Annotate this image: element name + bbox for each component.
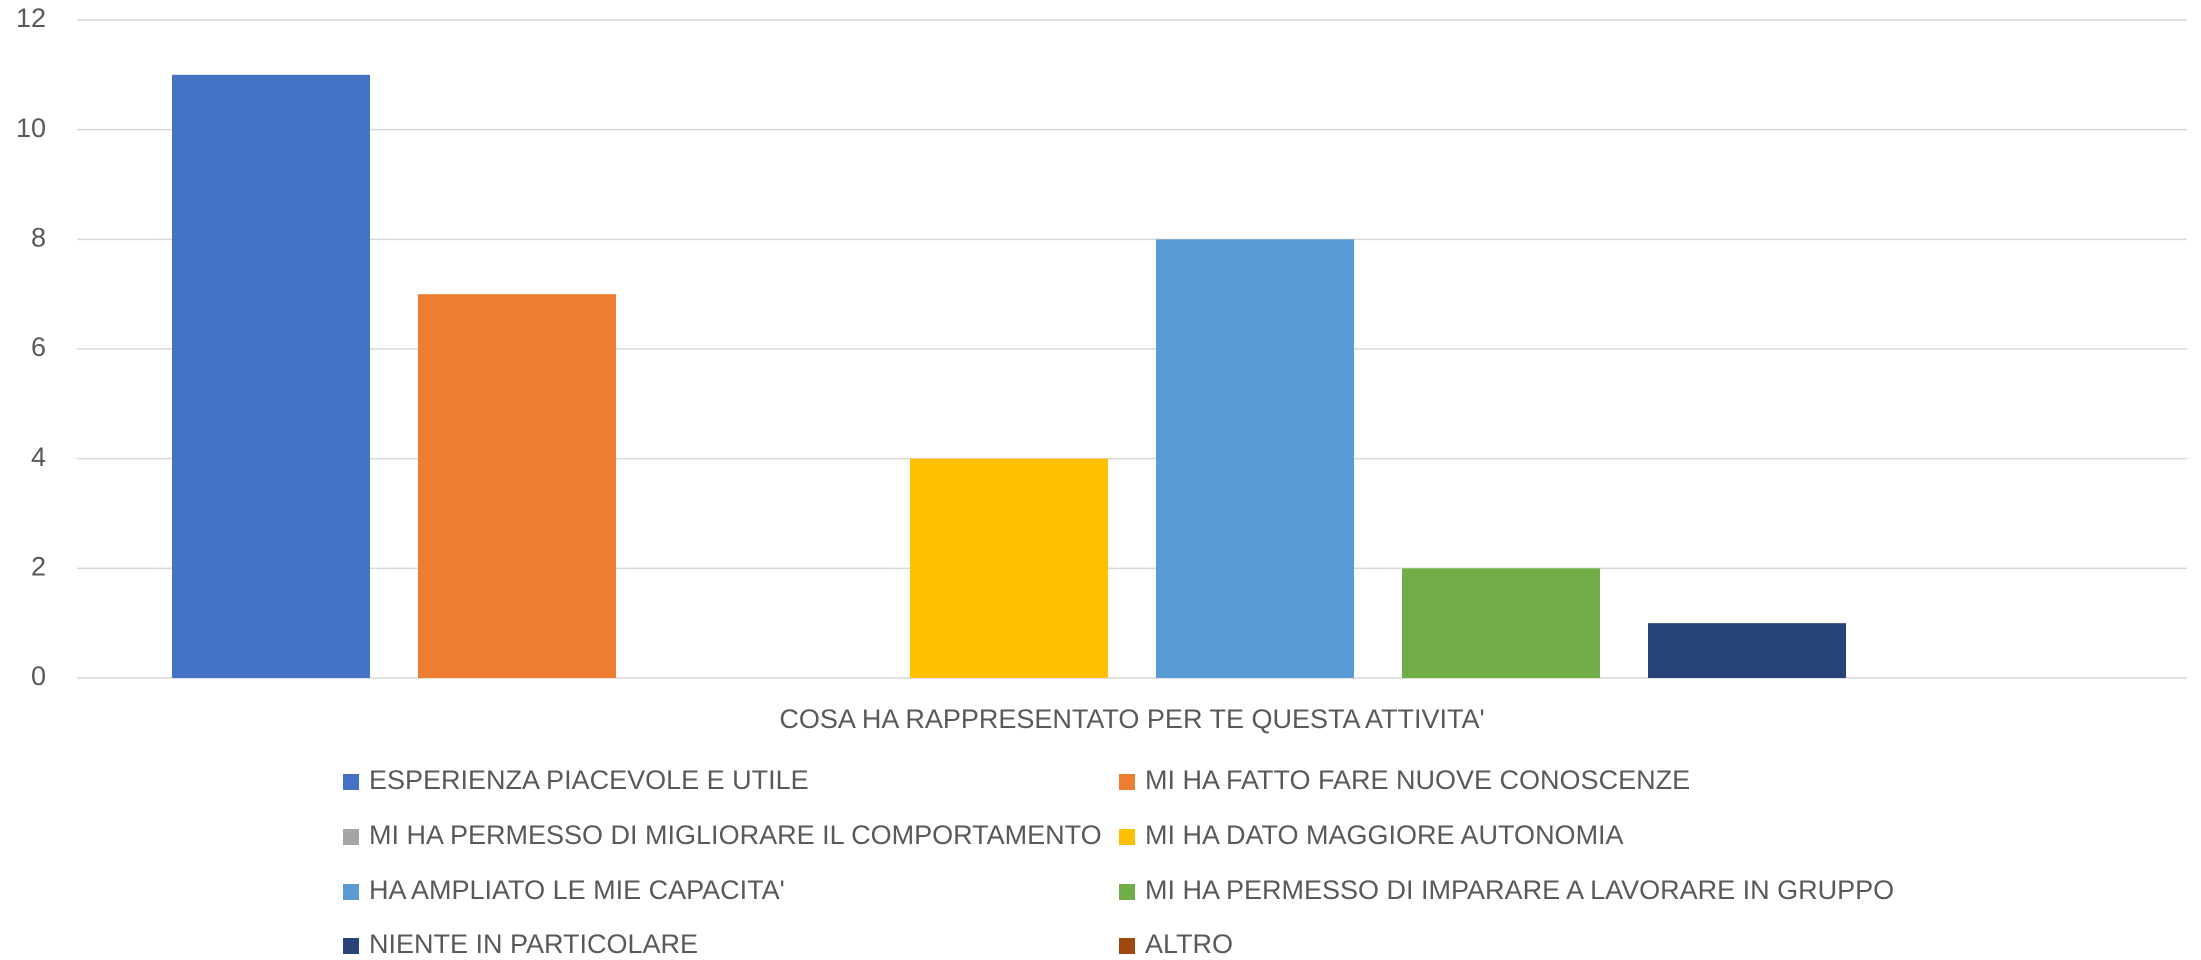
y-tick-label: 6: [31, 332, 46, 362]
legend-label: HA AMPLIATO LE MIE CAPACITA': [369, 875, 785, 905]
legend-swatch: [1119, 829, 1135, 845]
y-tick-label: 12: [16, 3, 46, 33]
bar: [910, 458, 1108, 678]
legend-swatch: [343, 884, 359, 900]
legend-swatch: [343, 829, 359, 845]
legend-label: ESPERIENZA PIACEVOLE E UTILE: [369, 765, 809, 795]
legend-label: ALTRO: [1145, 929, 1233, 959]
legend-swatch: [1119, 938, 1135, 954]
legend-swatch: [343, 774, 359, 790]
bar: [1648, 623, 1846, 678]
x-axis-category-label: COSA HA RAPPRESENTATO PER TE QUESTA ATTI…: [779, 704, 1484, 734]
y-tick-label: 2: [31, 551, 46, 581]
legend-label: MI HA FATTO FARE NUOVE CONOSCENZE: [1145, 765, 1690, 795]
legend-swatch: [1119, 774, 1135, 790]
legend-label: NIENTE IN PARTICOLARE: [369, 929, 698, 959]
y-tick-label: 8: [31, 222, 46, 252]
y-tick-label: 0: [31, 661, 46, 691]
y-tick-label: 10: [16, 113, 46, 143]
bar: [1402, 568, 1600, 678]
legend-label: MI HA PERMESSO DI IMPARARE A LAVORARE IN…: [1145, 875, 1894, 905]
bar: [1156, 239, 1354, 679]
y-tick-label: 4: [31, 442, 46, 472]
legend-label: MI HA PERMESSO DI MIGLIORARE IL COMPORTA…: [369, 820, 1102, 850]
legend-swatch: [1119, 884, 1135, 900]
bar: [172, 74, 370, 679]
bar: [418, 294, 616, 678]
legend-swatch: [343, 938, 359, 954]
legend-label: MI HA DATO MAGGIORE AUTONOMIA: [1145, 820, 1624, 850]
